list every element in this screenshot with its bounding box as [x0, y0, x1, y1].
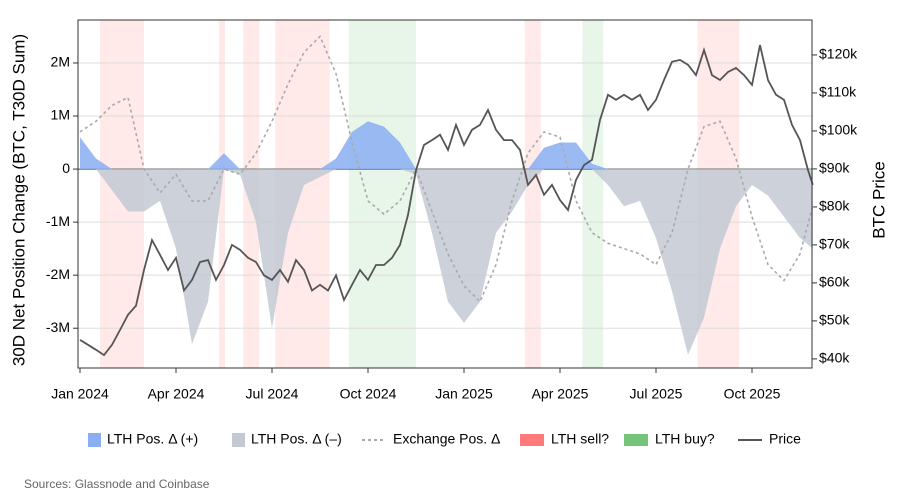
legend-label: LTH sell?: [551, 431, 609, 447]
x-tick-label: Jul 2025: [630, 386, 683, 402]
legend-swatch: [88, 433, 101, 447]
region-span: [348, 20, 416, 368]
y2-tick-label: $40k: [819, 350, 850, 366]
legend-label: Exchange Pos. Δ: [393, 431, 500, 447]
source-note: Sources: Glassnode and Coinbase: [24, 477, 210, 491]
y2-axis-label: BTC Price: [869, 161, 888, 238]
legend-swatch: [520, 434, 544, 446]
x-tick-label: Jul 2024: [246, 386, 299, 402]
y-tick-label: 2M: [51, 54, 70, 70]
x-tick-label: Oct 2025: [724, 386, 781, 402]
legend-label: LTH buy?: [655, 431, 715, 447]
plot-frame: [77, 19, 813, 369]
x-tick-label: Jan 2025: [435, 386, 493, 402]
y-axis-label: 30D Net Position Change (BTC, T30D Sum): [9, 34, 28, 366]
y2-tick-label: $120k: [819, 46, 858, 62]
line: [79, 44, 814, 357]
legend-label: Price: [769, 431, 801, 447]
y2-tick-label: $110k: [819, 84, 857, 100]
y-tick-label: 1M: [51, 107, 70, 123]
y2-tick-label: $60k: [819, 274, 850, 290]
y2-tick-label: $90k: [819, 160, 850, 176]
region-span: [582, 20, 604, 368]
legend-swatch: [232, 433, 245, 447]
y-tick-label: -2M: [46, 266, 70, 282]
area: [80, 169, 813, 355]
x-tick-label: Oct 2024: [340, 386, 397, 402]
region-span: [524, 20, 541, 368]
legend-label: LTH Pos. Δ (+): [107, 431, 198, 447]
y2-tick-label: $100k: [819, 122, 858, 138]
legend-swatch: [624, 434, 648, 446]
y-tick-label: -3M: [46, 319, 70, 335]
x-tick-label: Apr 2024: [148, 386, 205, 402]
line: [79, 34, 814, 304]
y2-tick-label: $50k: [819, 312, 850, 328]
x-tick-label: Apr 2025: [532, 386, 589, 402]
x-tick-label: Jan 2024: [51, 386, 109, 402]
legend-label: LTH Pos. Δ (–): [251, 431, 342, 447]
y2-tick-label: $80k: [819, 198, 850, 214]
region-span: [218, 20, 225, 368]
y-tick-label: 0: [62, 160, 70, 176]
y2-tick-label: $70k: [819, 236, 850, 252]
y-tick-label: -1M: [46, 213, 70, 229]
